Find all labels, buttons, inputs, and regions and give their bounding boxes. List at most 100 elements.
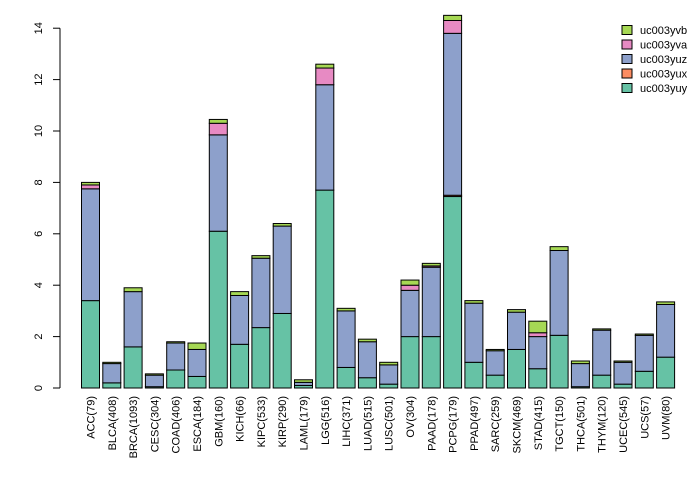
bar-segment-uc003yuy-STAD(415) <box>528 368 548 389</box>
x-tick-label: THYM(120) <box>597 396 609 453</box>
bar-segment-uc003yvb-LUAD(515) <box>357 338 377 343</box>
y-tick-label: 10 <box>33 125 45 137</box>
x-tick-label: UVM(80) <box>661 396 673 440</box>
bar-segment-uc003yuy-TGCT(150) <box>549 334 569 389</box>
bar-segment-uc003yuz-CESC(304) <box>144 374 164 388</box>
legend-swatch-uc003yuy <box>621 83 633 93</box>
x-tick-label: COAD(406) <box>171 396 183 453</box>
legend-label-uc003yvb: uc003yvb <box>640 25 687 37</box>
bar-segment-uc003yvb-UCS(57) <box>634 333 654 336</box>
y-tick-label: 14 <box>33 22 45 34</box>
bar-segment-uc003yuz-KICH(66) <box>230 294 250 345</box>
bar-segment-uc003yuz-OV(304) <box>400 289 420 338</box>
x-tick-label: SKCM(469) <box>512 396 524 453</box>
bar-segment-uc003yuy-ACC(79) <box>81 300 100 389</box>
x-tick-label: KIRP(290) <box>277 396 289 447</box>
bar-segment-uc003yuy-UVM(80) <box>656 356 676 389</box>
x-tick-label: BRCA(1093) <box>128 396 140 458</box>
bar-segment-uc003yuz-GBM(160) <box>208 134 228 232</box>
bar-segment-uc003yvb-ESCA(184) <box>187 342 207 350</box>
bar-segment-uc003yuz-ACC(79) <box>81 188 100 302</box>
bar-segment-uc003yuz-LUSC(501) <box>379 364 399 385</box>
bar-segment-uc003yvb-SARC(259) <box>485 348 505 352</box>
bar-segment-uc003yvb-KIPC(533) <box>251 255 271 259</box>
bar-segment-uc003yvb-KIRP(290) <box>272 223 292 227</box>
bar-segment-uc003yvb-UCEC(545) <box>613 360 633 363</box>
bar-segment-uc003yvb-CESC(304) <box>144 373 164 376</box>
x-tick-label: ACC(79) <box>86 396 98 439</box>
y-tick-label: 6 <box>33 231 45 237</box>
legend: uc003yvb uc003yva uc003yuz uc003yux uc003yuy <box>621 25 688 95</box>
bar-segment-uc003yvb-SKCM(469) <box>507 309 526 313</box>
bar-segment-uc003yuy-PCPG(179) <box>443 196 463 389</box>
y-tick-label: 4 <box>33 282 45 288</box>
x-tick-label: SARC(259) <box>490 396 502 452</box>
bar-segment-uc003yuz-TGCT(150) <box>549 250 569 336</box>
bar-segment-uc003yuy-GBM(160) <box>208 230 228 389</box>
bar-segment-uc003yuz-KIRP(290) <box>272 225 292 314</box>
bar-segment-uc003yuy-PPAD(497) <box>464 361 484 389</box>
x-tick-label: PAAD(178) <box>426 396 438 451</box>
y-tick-label: 0 <box>33 385 45 391</box>
bar-segment-uc003yuz-PPAD(497) <box>464 302 484 363</box>
bar-segment-uc003yuy-THYM(120) <box>592 374 612 389</box>
bar-segment-uc003yvb-THCA(501) <box>570 360 590 365</box>
x-tick-label: KICH(66) <box>235 396 247 442</box>
y-axis: 0 2 4 6 8 10 12 14 <box>33 22 61 391</box>
bar-segment-uc003yuy-BRCA(1093) <box>123 346 143 389</box>
bar-segment-uc003yuy-BLCA(408) <box>102 382 122 389</box>
bar-segment-uc003yuy-KICH(66) <box>230 343 250 389</box>
bar-segment-uc003yuz-PCPG(179) <box>443 32 463 196</box>
bar-segment-uc003yvb-BLCA(408) <box>102 361 122 365</box>
bar-segment-uc003yvb-TGCT(150) <box>549 246 569 252</box>
x-tick-label: UCEC(545) <box>618 396 630 453</box>
bar-segment-uc003yuy-ESCA(184) <box>187 375 207 389</box>
bar-segment-uc003yuy-PAAD(178) <box>421 336 441 389</box>
legend-swatch-uc003yvb <box>621 25 633 35</box>
bar-segment-uc003yuz-ESCA(184) <box>187 348 207 377</box>
bar-segment-uc003yva-STAD(415) <box>528 332 548 338</box>
x-tick-label: ESCA(184) <box>192 396 204 452</box>
x-tick-label: KIPC(533) <box>256 396 268 447</box>
x-tick-label: LUSC(501) <box>384 396 396 451</box>
bar-segment-uc003yvb-STAD(415) <box>528 320 548 334</box>
legend-label-uc003yuz: uc003yuz <box>640 54 687 66</box>
x-tick-label: LIHC(371) <box>341 396 353 447</box>
x-tick-label: PCPG(179) <box>448 396 460 453</box>
bar-segment-uc003yuz-BRCA(1093) <box>123 291 143 348</box>
bar-segment-uc003yvb-THYM(120) <box>592 328 612 331</box>
legend-label-uc003yuy: uc003yuy <box>640 83 688 95</box>
x-tick-label: UCS(57) <box>639 396 651 439</box>
bar-segment-uc003yva-ACC(79) <box>81 184 100 190</box>
bar-segment-uc003yuz-KIPC(533) <box>251 257 271 329</box>
bar-segment-uc003yvb-UVM(80) <box>656 301 676 305</box>
legend-swatch-uc003yux <box>621 68 633 79</box>
bar-segment-uc003yuy-UCEC(545) <box>613 383 633 389</box>
x-tick-label: OV(304) <box>405 396 417 438</box>
bar-segment-uc003yuz-LGG(516) <box>315 84 335 191</box>
bar-segment-uc003yvb-LAML(179) <box>294 379 313 383</box>
bar-segment-uc003yuz-LUAD(515) <box>357 341 377 379</box>
bar-segment-uc003yvb-PCPG(179) <box>443 14 463 21</box>
bar-segment-uc003yuz-PAAD(178) <box>421 266 441 338</box>
x-tick-label: PPAD(497) <box>469 396 481 451</box>
x-tick-label: STAD(415) <box>533 396 545 450</box>
bar-segment-uc003yvb-LUSC(501) <box>379 361 399 366</box>
bar-segment-uc003yuy-OV(304) <box>400 336 420 389</box>
x-tick-label: THCA(501) <box>575 396 587 452</box>
bar-segment-uc003yvb-BRCA(1093) <box>123 287 143 293</box>
bar-segment-uc003yuz-SARC(259) <box>485 350 505 376</box>
bar-segment-uc003yvb-LGG(516) <box>315 63 335 69</box>
bar-segment-uc003yuz-UCEC(545) <box>613 361 633 385</box>
x-axis-labels: ACC(79) BLCA(408) BRCA(1093) CESC(304) COAD(… <box>86 396 673 458</box>
bar-segment-uc003yuy-UCS(57) <box>634 370 654 389</box>
x-tick-label: CESC(304) <box>149 396 161 452</box>
x-tick-label: LUAD(515) <box>362 396 374 451</box>
bars <box>81 14 676 389</box>
bar-segment-uc003yuy-LIHC(371) <box>336 366 356 389</box>
y-tick-label: 12 <box>33 73 45 85</box>
x-tick-label: TGCT(150) <box>554 396 566 452</box>
bar-segment-uc003yvb-COAD(406) <box>166 341 186 344</box>
legend-swatch-uc003yva <box>621 39 633 50</box>
